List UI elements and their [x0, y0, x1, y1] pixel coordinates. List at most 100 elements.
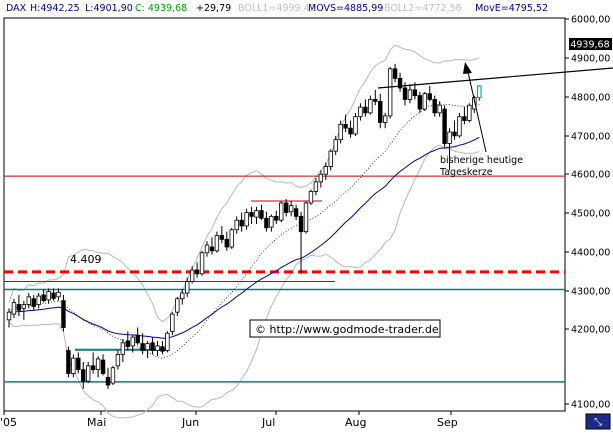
candle-body: [323, 166, 328, 175]
candle-body: [328, 150, 333, 167]
header-high: H:4942,25: [30, 3, 80, 14]
candle-body: [382, 115, 388, 123]
candle-body: [397, 77, 403, 89]
y-tick-label: 4400,00: [571, 248, 610, 259]
x-tick-label: Aug: [345, 416, 366, 429]
candle-body: [437, 104, 442, 114]
candle-body: [160, 346, 165, 352]
y-tick-label: 4200,00: [571, 325, 610, 336]
annotation-line-2: Tageskerze: [439, 167, 493, 178]
candle-body: [452, 131, 457, 137]
candle-body: [462, 116, 467, 121]
candle-body: [51, 292, 56, 299]
header-boll2: BOLL2=4772,56: [384, 3, 462, 14]
candle-body: [343, 123, 348, 129]
header-move: MovE=4795,52: [475, 3, 548, 14]
zoom-icon: ⤡: [594, 417, 602, 428]
y-axis: 6000,00 4900,00 4800,00 4700,00 4600,00 4500,…: [565, 15, 610, 411]
candle-body: [224, 238, 229, 248]
candle-body: [199, 252, 205, 275]
candle-body: [308, 191, 314, 204]
candle-body: [239, 219, 244, 227]
candle-body: [170, 313, 175, 332]
bollinger-bands: [8, 44, 480, 419]
plot-area: [3, 17, 566, 412]
candle-body: [16, 304, 22, 311]
candle-body: [472, 97, 477, 110]
candle-body: [36, 295, 41, 305]
candle-body: [358, 106, 363, 118]
candle-body: [368, 99, 373, 114]
candle-body: [155, 345, 160, 351]
candle-body: [130, 336, 135, 347]
candle-body: [21, 304, 27, 309]
candle-body: [81, 369, 86, 382]
y-tick-label: 4600,00: [571, 170, 610, 181]
candle-body: [313, 181, 319, 192]
candle-body: [422, 93, 427, 110]
header-movs: MOVS=4885,99: [308, 3, 383, 14]
y-tick-label: 4100,00: [571, 400, 610, 411]
candle-body: [41, 294, 46, 302]
header-close: C: 4939,68: [135, 3, 187, 14]
candle-body: [442, 108, 447, 144]
candle-body: [120, 342, 126, 355]
candle-body: [447, 131, 452, 144]
price-tag: [569, 38, 612, 50]
copyright-text: © http://www.godmode-trader.de: [255, 323, 439, 336]
candle-body: [402, 87, 408, 100]
candle-body: [303, 202, 309, 233]
candle-body: [125, 340, 130, 348]
candle-body: [61, 300, 66, 328]
candle-body: [298, 215, 304, 233]
candle-body: [140, 343, 145, 351]
candle-body: [219, 235, 225, 240]
price-tag-text: 4939,68: [570, 40, 609, 51]
candle-body: [71, 357, 76, 374]
candle-body: [288, 205, 294, 213]
bollinger-upper: [8, 44, 480, 323]
candle-body: [279, 202, 284, 221]
candle-body: [387, 68, 393, 117]
trend-line: [377, 67, 613, 89]
candle-body: [100, 359, 106, 374]
y-tick-label: 6000,00: [571, 15, 610, 26]
candle-body: [175, 298, 180, 313]
candle-body: [249, 212, 254, 217]
candle-body: [264, 217, 269, 229]
header-change: +29,79: [196, 3, 231, 14]
level-label: 4.409: [70, 253, 102, 266]
candle-body: [254, 210, 259, 218]
candle-body: [338, 123, 343, 141]
header-symbol: DAX: [6, 3, 27, 14]
candle-body: [283, 202, 289, 213]
candle-body: [259, 210, 264, 219]
zoom-button[interactable]: [585, 413, 611, 430]
moving-averages: [8, 103, 480, 359]
candle-body: [6, 311, 12, 321]
candle-body: [209, 246, 215, 252]
y-tick-label: 4700,00: [571, 132, 610, 143]
candle-body: [392, 68, 398, 79]
candle-body: [189, 269, 195, 282]
header-boll1: BOLL1=4999,42: [238, 3, 316, 14]
candles: [6, 63, 482, 389]
x-tick-label: '05: [0, 416, 17, 429]
candle-body: [269, 215, 274, 228]
candle-body: [244, 212, 249, 227]
today-candle: [476, 85, 482, 99]
bollinger-lower: [8, 144, 480, 419]
candle-body: [150, 342, 155, 351]
candle-body: [110, 367, 116, 384]
candle-body: [76, 357, 81, 371]
candle-body: [66, 350, 71, 374]
x-axis: '05 Mai Jun Jul Aug Sep: [0, 411, 458, 429]
y-tick-label: 4300,00: [571, 287, 610, 298]
candle-body: [105, 376, 111, 386]
candle-body: [194, 269, 200, 275]
candle-body: [353, 116, 358, 135]
candle-body: [293, 208, 299, 217]
candle-body: [184, 281, 190, 294]
candle-body: [318, 173, 324, 183]
